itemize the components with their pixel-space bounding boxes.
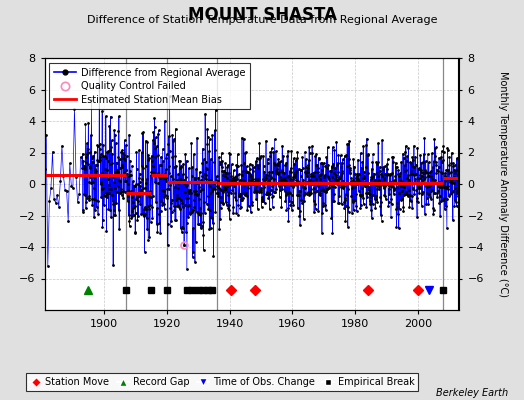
Text: MOUNT SHASTA: MOUNT SHASTA xyxy=(188,6,336,24)
Y-axis label: Monthly Temperature Anomaly Difference (°C): Monthly Temperature Anomaly Difference (… xyxy=(498,71,508,297)
Text: Difference of Station Temperature Data from Regional Average: Difference of Station Temperature Data f… xyxy=(87,15,437,25)
Legend: Station Move, Record Gap, Time of Obs. Change, Empirical Break: Station Move, Record Gap, Time of Obs. C… xyxy=(26,373,418,391)
Legend: Difference from Regional Average, Quality Control Failed, Estimated Station Mean: Difference from Regional Average, Qualit… xyxy=(49,63,250,109)
Text: Berkeley Earth: Berkeley Earth xyxy=(436,388,508,398)
